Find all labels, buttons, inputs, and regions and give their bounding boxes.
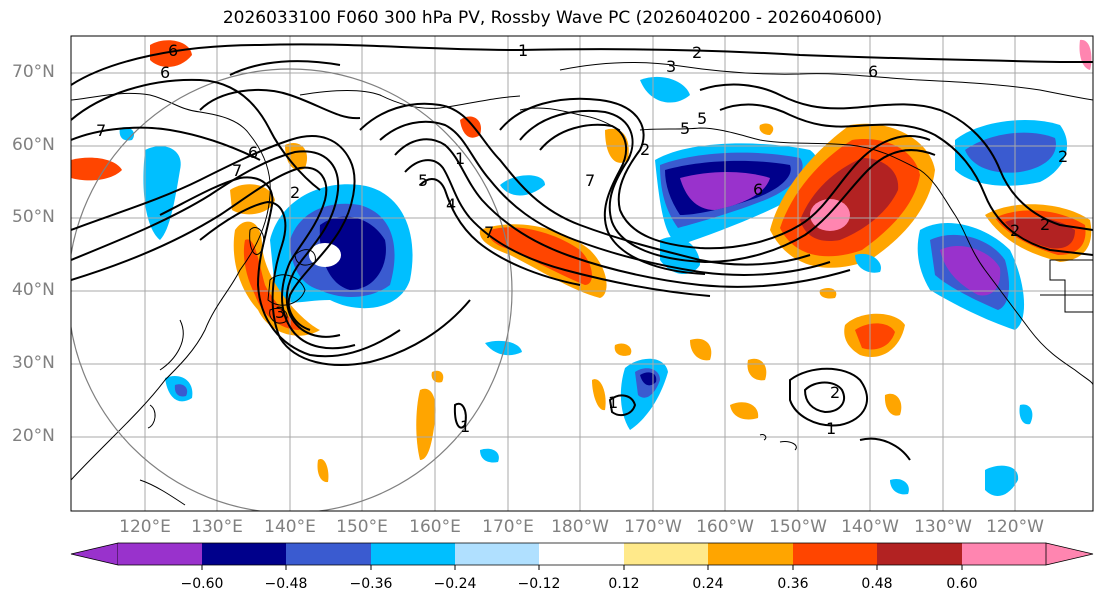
contour-label: 5 <box>697 109 707 128</box>
colorbar-tick-label: 0.12 <box>608 576 640 592</box>
lat-label: 60°N <box>12 135 55 155</box>
contour-label: 1 <box>608 393 618 412</box>
contour-label: 2 <box>290 183 300 202</box>
range-circle <box>71 68 513 511</box>
contour-label: 5 <box>680 119 690 138</box>
contour-label: 1 <box>518 41 528 60</box>
contour-label: 3 <box>275 303 285 322</box>
colorbar-tick-label: −0.60 <box>180 576 224 592</box>
contour-label: 6 <box>168 41 178 60</box>
colorbar-tick-label: 0.36 <box>777 576 809 592</box>
contour-label-group: 1 2 3 5 6 7 1 2 5 6 7 6 5 4 3 1 2 7 6 2 … <box>96 41 1068 438</box>
contour-label: 6 <box>868 62 878 81</box>
map-field: 1 2 3 5 6 7 1 2 5 6 7 6 5 4 3 1 2 7 6 2 … <box>71 36 1093 511</box>
contour-label: 2 <box>830 383 840 402</box>
lon-label: 120°W <box>986 517 1044 537</box>
colorbar-tick-label: 0.24 <box>692 576 724 592</box>
lon-label: 130°E <box>191 517 243 537</box>
colorbar-extend-high <box>1045 542 1094 566</box>
contour-label: 2 <box>1040 215 1050 234</box>
contour-label: 2 <box>640 140 650 159</box>
lon-label: 120°E <box>119 517 171 537</box>
contour-label: 7 <box>484 223 494 242</box>
lon-label: 180°W <box>551 517 609 537</box>
lon-label: 130°W <box>914 517 972 537</box>
colorbar-tick-label: −0.36 <box>349 576 393 592</box>
contour-label: 2 <box>1058 147 1068 166</box>
lon-label: 140°W <box>841 517 899 537</box>
lat-label: 20°N <box>12 426 55 446</box>
contour-label: 7 <box>585 171 595 190</box>
contour-label: 5 <box>418 171 428 190</box>
contour-label: 6 <box>248 143 258 162</box>
lon-label: 140°E <box>264 517 316 537</box>
contour-label: 1 <box>460 417 470 436</box>
colorbar-tick-label: −0.48 <box>264 576 308 592</box>
lon-label: 150°W <box>769 517 827 537</box>
contour-label: 3 <box>666 57 676 76</box>
contour-label: 6 <box>753 180 763 199</box>
contour-label: 7 <box>232 161 242 180</box>
contour-label: 6 <box>160 63 170 82</box>
lon-label: 170°E <box>482 517 534 537</box>
colorbar <box>70 542 1094 570</box>
lat-label: 70°N <box>12 62 55 82</box>
colorbar-tick-label: 0.60 <box>946 576 978 592</box>
coastlines <box>71 62 1093 506</box>
pv-anomaly-shading <box>71 39 1092 496</box>
colorbar-tick-label: −0.12 <box>517 576 561 592</box>
colorbar-tick-label: 0.48 <box>861 576 893 592</box>
contour-label: 2 <box>1010 221 1020 240</box>
lat-label: 50°N <box>12 207 55 227</box>
lon-label: 170°W <box>624 517 682 537</box>
contour-label: 1 <box>826 419 836 438</box>
contour-label: 1 <box>455 149 465 168</box>
lon-label: 160°W <box>696 517 754 537</box>
lon-label: 160°E <box>409 517 461 537</box>
colorbar-tick-label: −0.24 <box>433 576 477 592</box>
lat-label: 30°N <box>12 353 55 373</box>
pv-contours <box>71 43 1093 461</box>
lon-label: 150°E <box>336 517 388 537</box>
colorbar-extend-low <box>70 542 119 566</box>
contour-label: 4 <box>446 195 456 214</box>
map-frame <box>70 35 1094 512</box>
contour-label: 7 <box>96 121 106 140</box>
chart-title: 2026033100 F060 300 hPa PV, Rossby Wave … <box>222 8 883 28</box>
lat-label: 40°N <box>12 280 55 300</box>
contour-label: 2 <box>692 43 702 62</box>
